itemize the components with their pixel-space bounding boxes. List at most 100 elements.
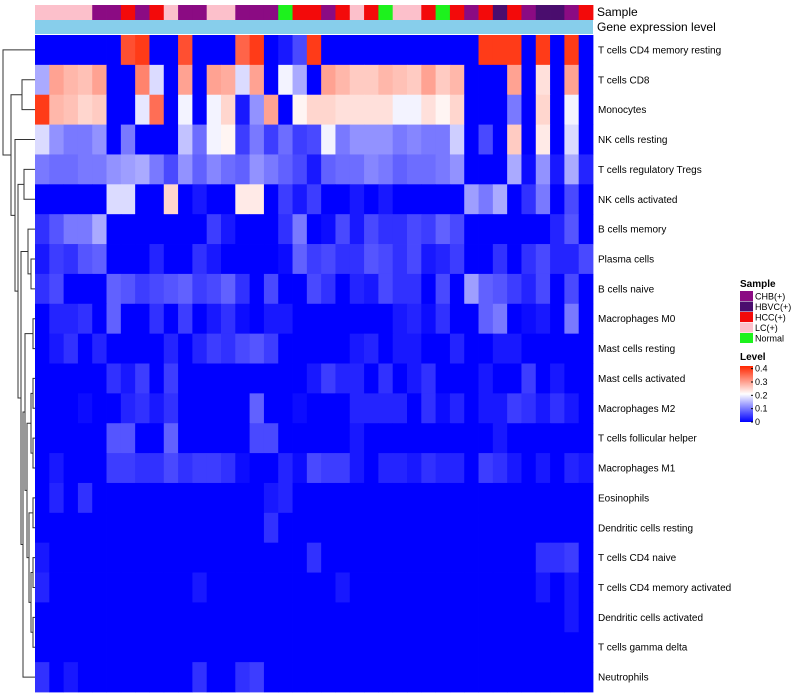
sample-annotation-cell [63,5,79,20]
heatmap-cell [263,453,279,484]
heatmap-grid [35,35,594,693]
heatmap-cell [135,244,150,275]
heatmap-cell [135,64,150,96]
heatmap-cell [378,333,394,364]
heatmap-cell [278,64,293,96]
heatmap-cell [149,572,165,603]
heatmap-cell [492,572,508,603]
heatmap-cell [421,333,437,364]
heatmap-cell [335,333,351,364]
heatmap-cell [135,333,150,364]
heatmap-cell [178,333,193,364]
heatmap-cell [106,482,122,514]
heatmap-cell [135,662,150,693]
heatmap-cell [149,273,165,305]
heatmap-cell [263,423,279,454]
heatmap-cell [249,512,265,544]
heatmap-cell [206,64,222,96]
heatmap-cell [106,273,122,305]
heatmap-cell [492,64,508,96]
heatmap-cell [178,273,193,305]
heatmap-cell [435,453,451,484]
heatmap-cell [120,184,136,215]
row-label: Dendritic cells resting [598,523,693,534]
heatmap-cell [292,35,308,66]
heatmap-cell [349,273,365,305]
heatmap-cell [192,453,208,484]
heatmap-cell [263,35,279,66]
heatmap-cell [135,184,150,215]
heatmap-cell [192,154,208,185]
heatmap-cell [507,482,522,514]
sample-annotation-cell [92,5,107,20]
heatmap-cell [278,184,293,215]
heatmap-cell [435,94,451,125]
heatmap-cell [163,94,179,125]
heatmap-cell [492,542,508,573]
heatmap-cell [292,244,308,275]
heatmap-cell [249,333,265,364]
heatmap-cell [349,632,365,663]
heatmap-cell [278,333,293,364]
heatmap-cell [221,35,236,66]
heatmap-cell [249,64,265,96]
heatmap-cell [335,273,351,305]
heatmap-cell [321,393,336,424]
heatmap-cell [206,512,222,544]
heatmap-cell [535,124,551,155]
heatmap-cell [550,94,565,125]
heatmap-cell [435,572,451,603]
sample-annotation-cell [378,5,394,20]
heatmap-cell [149,333,165,364]
heatmap-cell [306,632,322,663]
heatmap-cell [206,244,222,275]
heatmap-cell [435,124,451,155]
heatmap-cell [492,512,508,544]
heatmap-cell [321,482,336,514]
heatmap-cell [135,602,150,633]
heatmap-cell [407,303,422,335]
heatmap-cell [521,542,537,573]
heatmap-cell [478,542,494,573]
heatmap-cell [163,632,179,663]
heatmap-cell [378,244,394,275]
heatmap-cell [306,303,322,335]
heatmap-cell [92,94,107,125]
heatmap-cell [92,244,107,275]
heatmap-cell [449,572,465,603]
heatmap-cell [163,64,179,96]
level-colorbar [740,366,753,422]
dendrogram-branch [32,497,35,529]
heatmap-cell [464,512,479,544]
heatmap-cell [321,333,336,364]
heatmap-cell [292,393,308,424]
row-label: T cells gamma delta [598,643,688,654]
heatmap-cell [378,662,394,693]
heatmap-cell [578,662,594,693]
heatmap-cell [263,393,279,424]
heatmap-cell [35,94,50,125]
heatmap-cell [120,542,136,573]
heatmap-cell [535,244,551,275]
heatmap-cell [507,662,522,693]
heatmap-cell [392,602,408,633]
heatmap-cell [492,154,508,185]
heatmap-cell [492,124,508,155]
heatmap-cell [321,244,336,275]
heatmap-cell [120,64,136,96]
heatmap-cell [407,632,422,663]
heatmap-cell [578,303,594,335]
heatmap-cell [163,35,179,66]
heatmap-cell [221,482,236,514]
heatmap-cell [364,244,379,275]
heatmap-cell [564,572,580,603]
heatmap-cell [306,184,322,215]
heatmap-cell [335,363,351,394]
heatmap-cell [263,94,279,125]
heatmap-cell [449,244,465,275]
heatmap-cell [335,542,351,573]
level-tick-label: 0.4 [755,364,768,374]
heatmap-cell [263,632,279,663]
heatmap-cell [263,572,279,603]
heatmap-cell [521,154,537,185]
